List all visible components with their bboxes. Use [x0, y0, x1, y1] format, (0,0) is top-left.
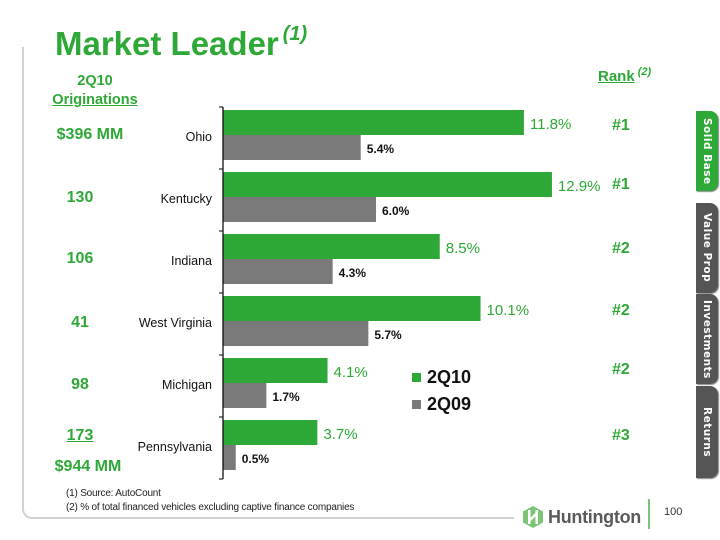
footnote: (1) Source: AutoCount	[66, 488, 161, 499]
bar-2q10	[223, 358, 328, 383]
bar-2q10	[223, 296, 481, 321]
tab-label: Value Prop	[701, 213, 713, 283]
huntington-logo-icon	[523, 506, 543, 528]
legend-label-2q09: 2Q09	[427, 394, 471, 414]
huntington-logo: Huntington	[522, 505, 641, 529]
page-title: Market Leader (1)	[55, 23, 308, 63]
originations-header: 2Q10 Originations	[40, 72, 150, 110]
tab-solid-base[interactable]: Solid Base	[696, 111, 718, 191]
category-label: Indiana	[171, 254, 212, 268]
data-label-2q10: 4.1%	[334, 364, 368, 381]
tab-label: Returns	[701, 406, 713, 458]
category-label: West Virginia	[139, 316, 212, 330]
originations-value: 173	[66, 427, 94, 444]
data-label-2q10: 8.5%	[446, 240, 480, 257]
originations-period: 2Q10	[77, 73, 113, 89]
bar-2q10	[223, 234, 440, 259]
data-label-2q09: 4.3%	[339, 266, 367, 280]
data-label-2q10: 12.9%	[558, 178, 601, 195]
legend-swatch-2q10	[412, 373, 421, 382]
page-number: 100	[664, 506, 683, 518]
legend-label-2q10: 2Q10	[427, 367, 471, 387]
rank-value: #1	[612, 176, 630, 193]
bar-2q09	[223, 135, 361, 160]
data-label-2q09: 6.0%	[382, 204, 410, 218]
tab-value-prop[interactable]: Value Prop	[696, 203, 718, 293]
category-label: Michigan	[162, 378, 212, 392]
category-label: Ohio	[186, 130, 212, 144]
data-label-2q09: 5.4%	[367, 142, 395, 156]
originations-value: 41	[71, 314, 89, 331]
data-label-2q09: 5.7%	[374, 328, 402, 342]
data-label-2q10: 3.7%	[323, 426, 357, 443]
rank-footnote-marker: (2)	[637, 66, 652, 78]
rank-header: Rank (2)	[598, 66, 651, 85]
category-label: Pennsylvania	[138, 440, 212, 454]
tab-investments[interactable]: Investments	[696, 294, 718, 384]
bar-2q09	[223, 259, 333, 284]
title-text: Market Leader	[55, 25, 279, 62]
data-label-2q10: 10.1%	[487, 302, 530, 319]
bar-2q10	[223, 172, 552, 197]
logo-wordmark: Huntington	[548, 506, 641, 527]
tab-label: Solid Base	[701, 117, 713, 185]
data-label-2q09: 0.5%	[242, 452, 270, 466]
rank-header-text: Rank	[598, 68, 635, 85]
rank-value: #3	[612, 427, 630, 444]
rank-value: #2	[612, 361, 630, 378]
rank-value: #2	[612, 240, 630, 257]
bar-2q09	[223, 445, 236, 470]
footnote: (2) % of total financed vehicles excludi…	[66, 502, 355, 513]
rank-value: #2	[612, 302, 630, 319]
bar-2q09	[223, 321, 369, 346]
content-frame	[22, 47, 514, 519]
originations-value: 106	[66, 250, 94, 267]
legend-swatch-2q09	[412, 400, 421, 409]
tab-returns[interactable]: Returns	[696, 386, 718, 478]
bar-2q09	[223, 383, 267, 408]
footer-divider	[648, 499, 650, 529]
bar-2q09	[223, 197, 376, 222]
tab-label: Investments	[701, 299, 713, 379]
originations-label: Originations	[52, 92, 138, 108]
data-label-2q10: 11.8%	[530, 116, 571, 133]
originations-value: $396 MM	[56, 126, 124, 143]
originations-value: 98	[71, 376, 89, 393]
originations-total: $944 MM	[54, 458, 122, 475]
rank-value: #1	[612, 117, 630, 134]
title-footnote-marker: (1)	[282, 23, 308, 45]
originations-value: 130	[66, 189, 94, 206]
bar-2q10	[223, 420, 318, 445]
data-label-2q09: 1.7%	[272, 390, 300, 404]
bar-2q10	[223, 110, 524, 135]
bar-chart: 11.8% 5.4% Ohio 12.9% 6.0% Kentucky 8.5% 4.3% In…	[138, 106, 601, 480]
category-label: Kentucky	[161, 192, 213, 206]
